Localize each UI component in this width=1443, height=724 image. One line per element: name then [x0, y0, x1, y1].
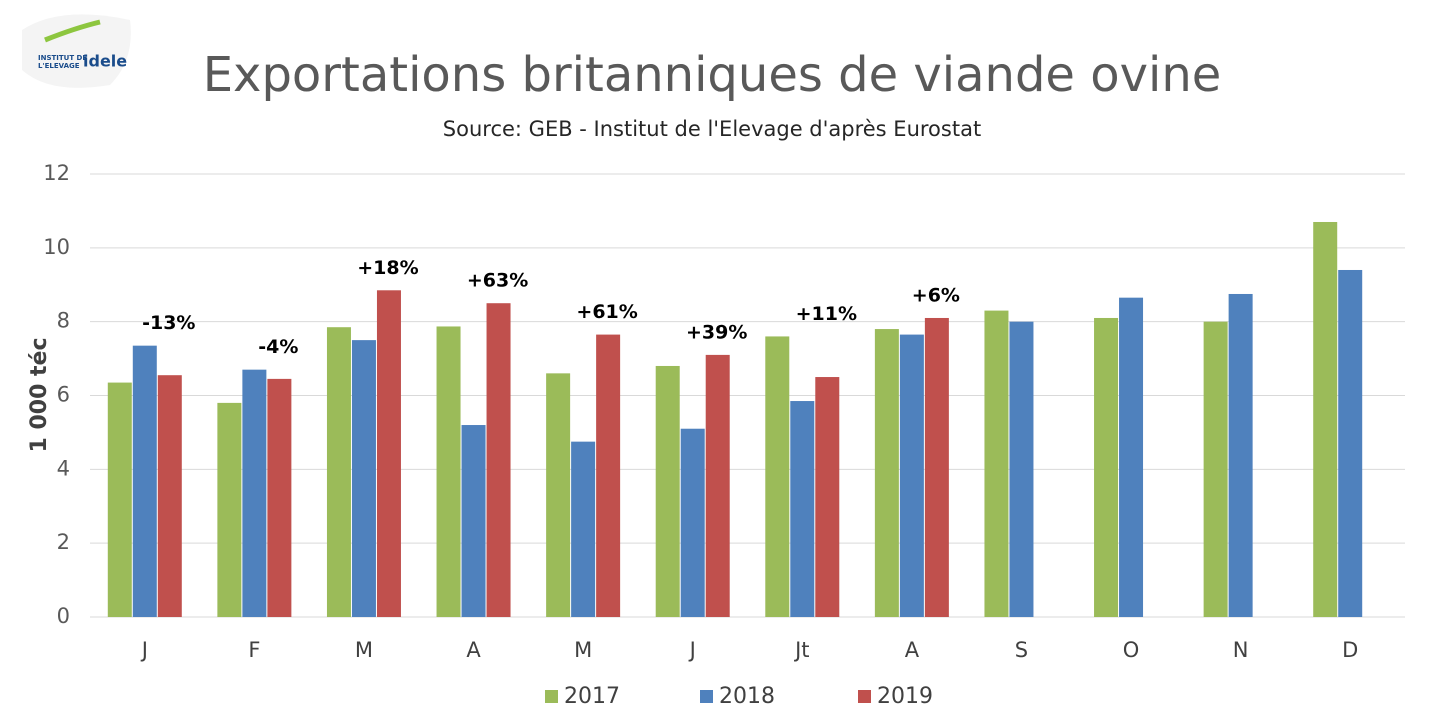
bar	[326, 327, 351, 617]
y-axis-label: 1 000 téc	[27, 337, 52, 452]
bar	[984, 310, 1009, 617]
x-tick-label: N	[1233, 638, 1249, 662]
annotation: +18%	[357, 257, 418, 279]
bar	[242, 369, 267, 617]
x-tick-label: M	[355, 638, 373, 662]
bar	[571, 441, 596, 617]
x-tick-label: M	[574, 638, 592, 662]
bar	[1094, 317, 1119, 617]
bar	[790, 401, 815, 617]
bar	[546, 373, 571, 617]
bar	[461, 425, 486, 617]
bar	[705, 354, 730, 617]
logo-shape	[22, 14, 131, 88]
legend-swatch	[858, 690, 871, 703]
x-tick-label: O	[1123, 638, 1140, 662]
bar	[132, 345, 157, 617]
chart-subtitle: Source: GEB - Institut de l'Elevage d'ap…	[443, 117, 981, 141]
y-tick-label: 4	[57, 456, 70, 480]
legend-label: 2019	[877, 684, 933, 709]
x-tick-label: D	[1342, 638, 1358, 662]
y-tick-label: 12	[43, 161, 70, 185]
logo-swoosh	[44, 19, 101, 43]
legend-label: 2017	[564, 684, 620, 709]
logo-text: INSTITUT DE	[38, 54, 87, 62]
y-tick-label: 6	[57, 383, 70, 407]
bar	[1203, 321, 1228, 617]
annotation: -13%	[142, 312, 195, 334]
y-tick-label: 0	[57, 604, 70, 628]
annotation: +61%	[576, 301, 637, 323]
bar	[596, 334, 621, 617]
logo: INSTITUT DE L'ELEVAGE idele	[22, 14, 131, 88]
x-tick-label: J	[140, 638, 148, 662]
bar	[1228, 293, 1253, 617]
bar	[765, 336, 790, 617]
bar	[1338, 269, 1363, 617]
x-tick-label: Jt	[793, 638, 809, 662]
bar	[1009, 321, 1034, 617]
annotation: -4%	[258, 336, 298, 358]
annotation: +39%	[686, 321, 747, 343]
x-tick-label: A	[466, 638, 481, 662]
annotation: +6%	[912, 284, 960, 306]
bar	[376, 290, 401, 617]
bar	[1119, 297, 1144, 617]
logo-text: L'ELEVAGE	[38, 62, 80, 70]
x-tick-label: F	[248, 638, 260, 662]
bar	[899, 334, 924, 617]
bar	[655, 365, 680, 617]
logo-brand: idele	[83, 52, 127, 71]
bar	[436, 326, 461, 617]
bar	[874, 329, 899, 617]
bar	[924, 317, 949, 617]
bar	[486, 303, 511, 617]
bar	[815, 377, 840, 617]
chart-title: Exportations britanniques de viande ovin…	[203, 47, 1222, 103]
bar	[267, 378, 292, 617]
y-tick-label: 2	[57, 530, 70, 554]
annotation: +11%	[796, 303, 857, 325]
bar	[217, 402, 242, 617]
bar	[680, 428, 705, 617]
legend-label: 2018	[719, 684, 775, 709]
bar	[351, 340, 376, 617]
legend-swatch	[700, 690, 713, 703]
legend-swatch	[545, 690, 558, 703]
bar	[1313, 221, 1338, 617]
x-tick-label: A	[905, 638, 920, 662]
bar	[157, 375, 182, 617]
annotation: +63%	[467, 270, 528, 292]
bar	[107, 382, 132, 617]
x-tick-label: S	[1015, 638, 1028, 662]
y-tick-label: 8	[57, 309, 70, 333]
x-tick-label: J	[688, 638, 696, 662]
y-tick-label: 10	[43, 235, 70, 259]
